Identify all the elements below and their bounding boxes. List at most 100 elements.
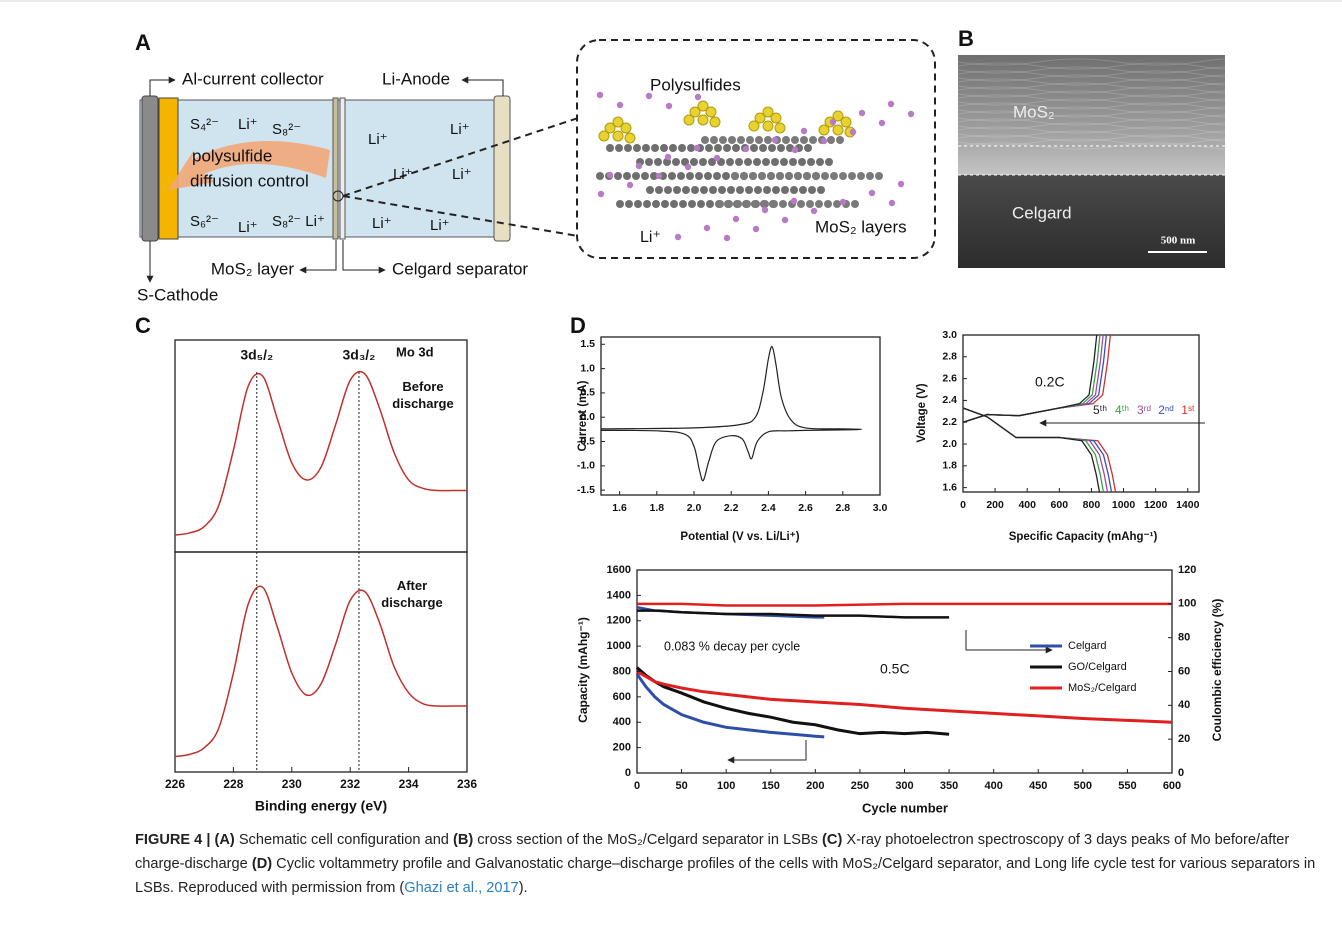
x-tick-label: 450	[1029, 780, 1047, 792]
lithium	[849, 128, 857, 136]
layer-atom	[641, 172, 649, 180]
ion-label: Li⁺	[393, 166, 413, 183]
layer-atom	[686, 172, 694, 180]
lithium	[635, 162, 643, 170]
x-tick-label: 400	[1018, 499, 1036, 511]
series-label: After discharge	[381, 578, 443, 610]
layer-atom	[682, 186, 690, 194]
data-line	[962, 334, 1109, 493]
y-tick-label: 1000	[607, 640, 631, 652]
caption-run: Cyclic voltammetry profile and Galvanost…	[135, 856, 1316, 896]
lithium	[664, 153, 672, 161]
y-tick-label: 20	[1178, 733, 1190, 745]
caption-run[interactable]: Ghazi et al., 2017	[404, 880, 519, 896]
layer-atom	[758, 172, 766, 180]
layer-atom	[709, 186, 717, 194]
x-tick-label: 234	[399, 777, 419, 791]
label: Celgard	[1012, 203, 1072, 222]
sulfur	[604, 122, 616, 134]
lithium	[723, 234, 731, 242]
layer-atom	[798, 158, 806, 166]
layer-atom	[623, 172, 631, 180]
layer-atom	[714, 144, 722, 152]
lithium	[888, 199, 896, 207]
layer-atom	[780, 158, 788, 166]
texture	[957, 126, 1231, 134]
layer-atom	[779, 200, 787, 208]
layer-atom	[740, 172, 748, 180]
lithium	[820, 137, 828, 145]
panel-label: A	[135, 30, 151, 55]
caption-run: cross section of the MoS₂/Celgard separa…	[473, 832, 823, 848]
caption-run: (D)	[251, 856, 273, 872]
texture	[957, 102, 1231, 110]
layer-atom	[632, 172, 640, 180]
label: Al-current collector	[182, 69, 324, 88]
layer-atom	[654, 158, 662, 166]
x-tick-label: 600	[1163, 780, 1181, 792]
layer-atom	[763, 186, 771, 194]
layer-atom	[736, 186, 744, 194]
sulfur	[818, 124, 830, 136]
data-line	[600, 346, 863, 482]
texture	[957, 134, 1231, 142]
label: MoS₂	[1013, 102, 1055, 121]
lithium	[616, 101, 624, 109]
layer-atom	[708, 158, 716, 166]
sem-texture	[957, 58, 1231, 150]
layer-atom	[745, 186, 753, 194]
y-tick-label: 2.0	[942, 438, 957, 450]
layer-atom	[839, 172, 847, 180]
caption: FIGURE 4 | (A) Schematic cell configurat…	[135, 828, 1330, 900]
ion-label: Li⁺	[368, 131, 388, 148]
layer-atom	[794, 172, 802, 180]
layer-atom	[616, 200, 624, 208]
lithium	[839, 198, 847, 206]
layer-atom	[664, 186, 672, 194]
layer-atom	[651, 144, 659, 152]
x-tick-label: 226	[165, 777, 185, 791]
y-tick-label: 400	[613, 716, 631, 728]
lithium	[897, 180, 905, 188]
mos2-layer	[332, 97, 339, 240]
layer-atom	[749, 172, 757, 180]
sulfur	[762, 120, 774, 132]
layer-atom	[614, 172, 622, 180]
layer-atom	[634, 200, 642, 208]
y-tick-label: -1.5	[577, 484, 595, 496]
y-tick-label: -0.5	[577, 435, 595, 447]
layer-atom	[727, 186, 735, 194]
layer-atom	[661, 200, 669, 208]
label: polysulfide	[192, 146, 272, 165]
x-tick-label: 150	[762, 780, 780, 792]
sulfur	[774, 122, 786, 134]
layer-atom	[624, 144, 632, 152]
layer-atom	[830, 172, 838, 180]
layer-atom	[660, 144, 668, 152]
texture	[957, 78, 1231, 86]
sulfur	[612, 116, 624, 128]
layer-atom	[812, 172, 820, 180]
y-tick-label: 2.2	[942, 416, 957, 428]
layer-atom	[672, 158, 680, 166]
layer-atom	[833, 200, 841, 208]
x-tick-label: 2.6	[798, 502, 813, 514]
sulfur	[624, 132, 636, 144]
y-tick-label: 1.5	[580, 338, 595, 350]
caption-run: (B)	[452, 832, 474, 848]
data-line	[174, 370, 467, 536]
layer-atom	[824, 200, 832, 208]
x-tick-label: 1000	[1112, 499, 1136, 511]
legend-label: 3ʳᵈ	[1137, 403, 1152, 417]
layer-atom	[615, 144, 623, 152]
y-tick-label: 120	[1178, 564, 1196, 576]
lithium	[907, 110, 915, 118]
layer-atom	[713, 172, 721, 180]
annotation: Mo 3d	[396, 344, 434, 359]
panel-label: B	[958, 26, 974, 51]
caption-run: ).	[518, 880, 528, 896]
y-tick-label: 200	[613, 742, 631, 754]
y-tick-label: 1.8	[942, 460, 957, 472]
plot-frame	[174, 551, 468, 773]
data-line	[962, 334, 1101, 493]
